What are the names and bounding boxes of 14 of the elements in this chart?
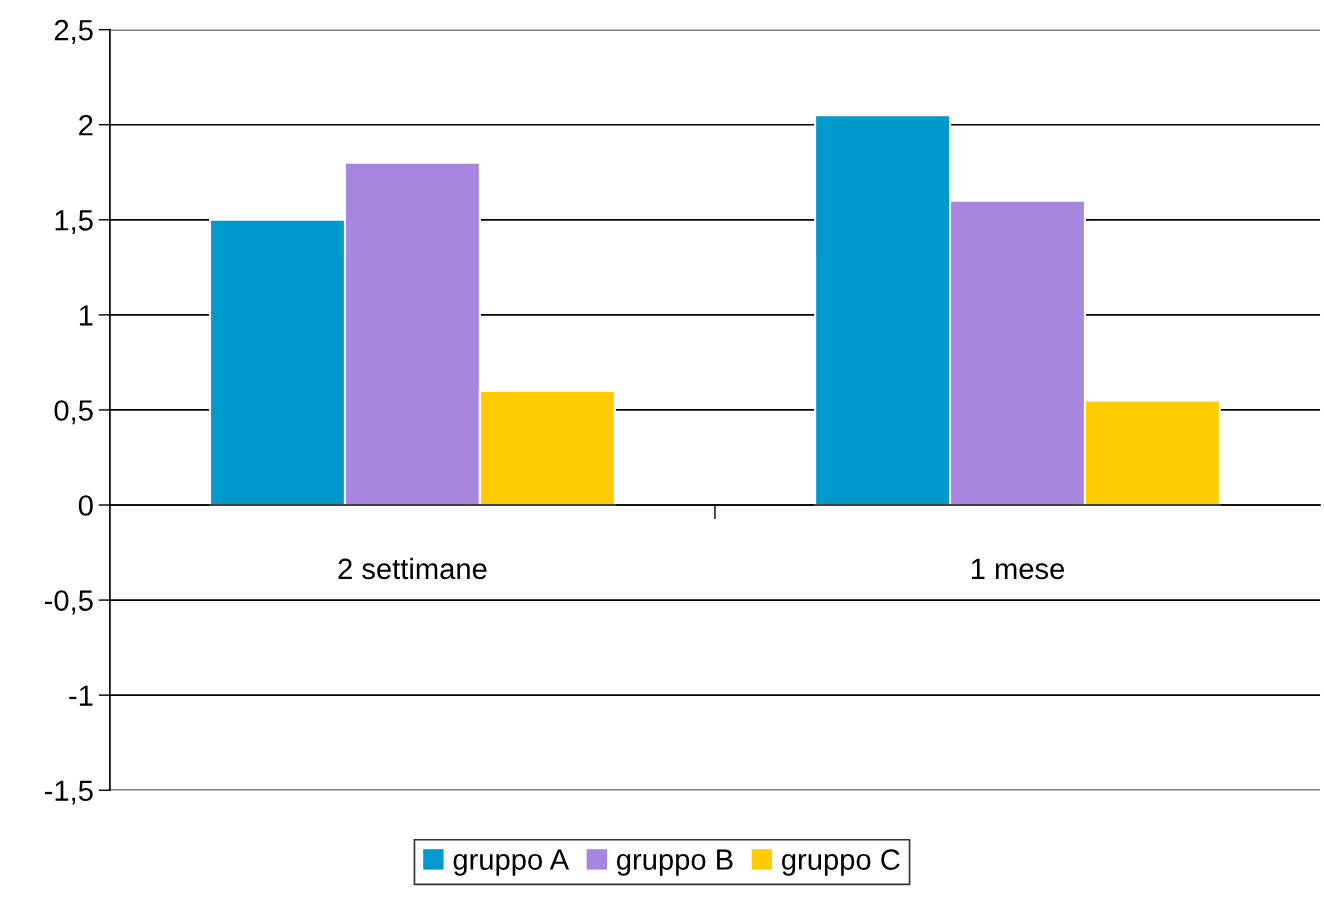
- y-tick-label: 1: [79, 305, 93, 326]
- y-tick-label: -0,5: [44, 590, 93, 615]
- legend-label: gruppo B: [617, 849, 733, 876]
- y-tick-label: -1,5: [44, 780, 93, 805]
- y-tick-label: 2,5: [54, 19, 93, 44]
- x-tick-label: 2 settimane: [338, 557, 487, 580]
- x-tick-label: 1 mese: [971, 558, 1065, 580]
- legend-label: gruppo A: [453, 849, 570, 876]
- y-tick-label: 1,5: [55, 210, 93, 235]
- legend-label: gruppo C: [782, 849, 900, 876]
- y-tick-label: 0: [78, 495, 93, 516]
- y-tick-label: 0,5: [54, 400, 93, 425]
- y-tick-label: -1: [69, 685, 93, 706]
- y-tick-label: 2: [79, 114, 93, 136]
